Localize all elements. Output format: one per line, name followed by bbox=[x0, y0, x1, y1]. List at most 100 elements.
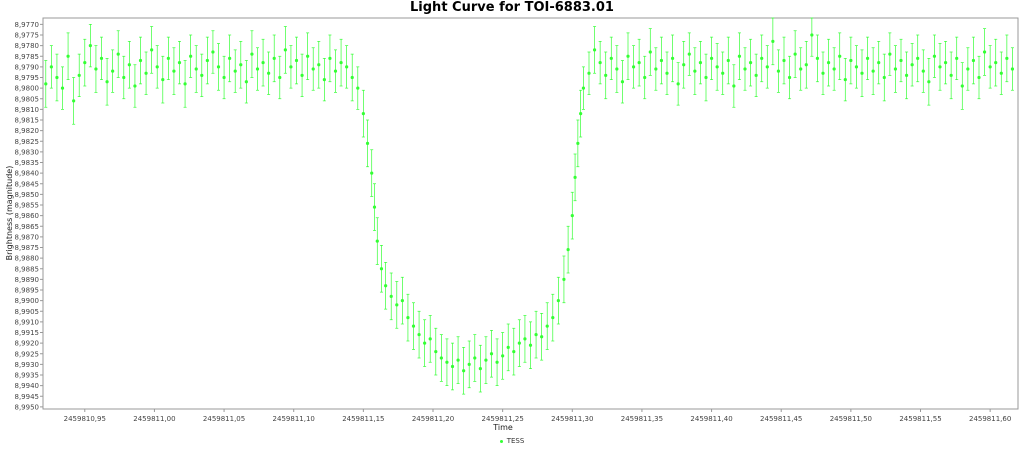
data-point bbox=[921, 69, 925, 73]
y-tick-label: 8,9900 bbox=[15, 297, 40, 305]
data-point bbox=[810, 33, 814, 37]
data-point bbox=[44, 82, 48, 86]
data-point bbox=[782, 58, 786, 63]
data-point bbox=[372, 205, 377, 209]
data-point bbox=[365, 141, 370, 145]
y-tick-label: 8,9875 bbox=[15, 244, 40, 252]
y-tick-label: 8,9795 bbox=[15, 74, 40, 82]
data-point bbox=[849, 58, 853, 63]
data-point bbox=[216, 65, 221, 69]
data-point bbox=[771, 39, 775, 43]
data-point bbox=[417, 333, 421, 337]
data-point bbox=[183, 82, 187, 86]
data-point bbox=[643, 75, 647, 80]
data-point bbox=[88, 44, 92, 48]
data-point bbox=[955, 56, 959, 60]
data-point bbox=[815, 56, 820, 60]
y-tick-label: 8,9945 bbox=[15, 393, 40, 401]
x-tick-label: 2459811,05 bbox=[203, 415, 245, 423]
y-tick-label: 8,9940 bbox=[15, 382, 40, 390]
x-tick-label: 2459811,40 bbox=[690, 415, 732, 423]
data-point bbox=[709, 56, 714, 60]
data-point bbox=[375, 239, 379, 243]
data-point bbox=[676, 82, 680, 86]
data-point bbox=[910, 63, 914, 67]
data-point bbox=[938, 65, 942, 69]
data-point bbox=[843, 78, 847, 82]
data-point bbox=[982, 50, 987, 54]
data-point bbox=[715, 65, 719, 69]
data-point bbox=[793, 52, 797, 56]
chart-title: Light Curve for TOI-6883.01 bbox=[410, 0, 614, 15]
data-point bbox=[345, 65, 349, 69]
data-point bbox=[473, 356, 477, 360]
data-point bbox=[732, 84, 736, 88]
data-point bbox=[687, 52, 691, 56]
data-point bbox=[838, 54, 842, 58]
data-point bbox=[865, 56, 870, 60]
y-tick-label: 8,9790 bbox=[15, 63, 40, 71]
data-point bbox=[573, 175, 577, 179]
data-point bbox=[760, 56, 764, 60]
data-point bbox=[592, 48, 597, 52]
x-tick-label: 2459811,20 bbox=[412, 415, 454, 423]
data-point bbox=[384, 284, 388, 288]
data-point bbox=[133, 84, 137, 88]
data-point bbox=[971, 58, 976, 63]
y-tick-label: 8,9915 bbox=[15, 329, 40, 337]
y-tick-label: 8,9835 bbox=[15, 159, 40, 167]
data-point bbox=[726, 58, 730, 63]
data-point bbox=[406, 316, 410, 320]
data-point bbox=[72, 99, 76, 103]
data-point bbox=[943, 61, 948, 65]
data-point bbox=[609, 56, 613, 60]
y-tick-label: 8,9815 bbox=[15, 117, 40, 125]
data-point bbox=[631, 65, 636, 69]
data-point bbox=[450, 364, 455, 369]
data-point bbox=[888, 52, 892, 56]
data-point bbox=[294, 58, 299, 63]
data-point bbox=[927, 80, 931, 84]
y-tick-label: 8,9870 bbox=[15, 233, 40, 241]
data-point bbox=[994, 61, 998, 65]
data-point bbox=[598, 61, 602, 65]
x-tick-label: 2459811,10 bbox=[273, 415, 315, 423]
data-point bbox=[283, 48, 287, 52]
data-point bbox=[161, 78, 165, 82]
x-axis-ticks: 2459810,95 2459811,00 2459811,05 2459811,10… bbox=[64, 409, 1011, 423]
data-point bbox=[737, 54, 742, 58]
data-point bbox=[615, 67, 619, 71]
data-point bbox=[576, 141, 580, 145]
data-point bbox=[528, 343, 533, 347]
data-point bbox=[721, 71, 725, 75]
data-point bbox=[877, 61, 881, 65]
data-point bbox=[127, 63, 131, 67]
data-point bbox=[60, 86, 65, 90]
data-point bbox=[122, 75, 126, 80]
data-point bbox=[832, 67, 836, 71]
x-tick-label: 2459811,60 bbox=[969, 415, 1011, 423]
data-point bbox=[698, 61, 703, 65]
data-point bbox=[356, 86, 360, 90]
x-tick-label: 2459811,15 bbox=[342, 415, 384, 423]
data-point bbox=[289, 65, 293, 69]
y-tick-label: 8,9785 bbox=[15, 53, 40, 61]
data-point bbox=[882, 75, 886, 80]
data-point bbox=[400, 299, 404, 303]
data-point bbox=[150, 48, 154, 52]
data-point bbox=[659, 58, 664, 63]
y-tick-label: 8,9880 bbox=[15, 255, 40, 263]
data-point bbox=[484, 358, 488, 362]
data-point bbox=[626, 54, 630, 58]
data-point bbox=[350, 75, 354, 80]
data-point bbox=[166, 56, 170, 60]
data-point bbox=[787, 75, 792, 80]
data-point bbox=[899, 58, 903, 63]
y-tick-label: 8,9885 bbox=[15, 265, 40, 273]
data-point bbox=[306, 54, 310, 58]
legend-label-tess: TESS bbox=[506, 437, 525, 445]
data-point bbox=[988, 65, 992, 69]
y-tick-label: 8,9895 bbox=[15, 287, 40, 295]
data-point bbox=[587, 71, 591, 75]
x-tick-label: 2459811,35 bbox=[621, 415, 663, 423]
